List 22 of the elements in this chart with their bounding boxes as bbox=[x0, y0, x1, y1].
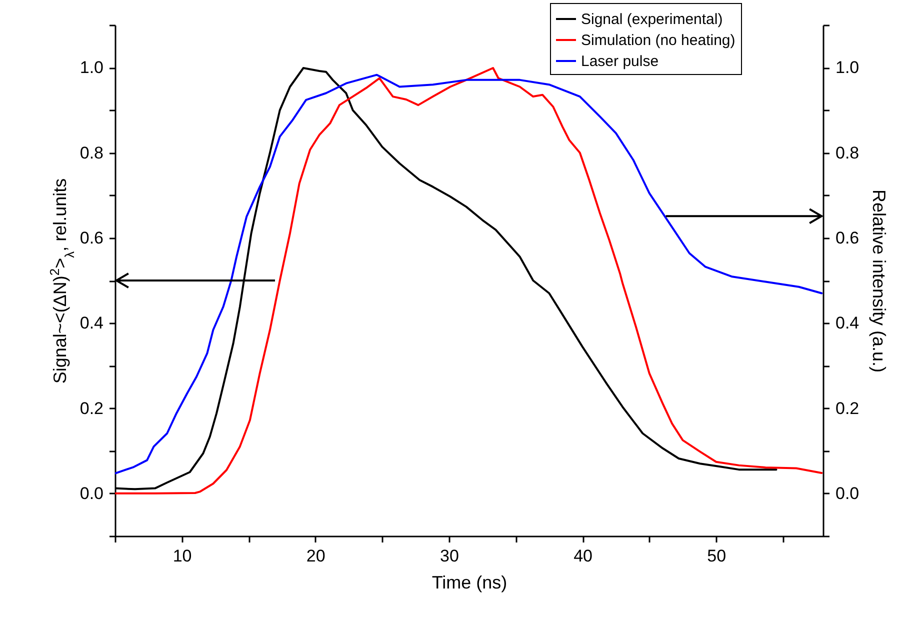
legend-label: Simulation (no heating) bbox=[581, 32, 736, 49]
y-tick-label: 0.6 bbox=[80, 228, 104, 248]
y-tick-label: 1.0 bbox=[80, 58, 104, 78]
legend-label: Signal (experimental) bbox=[581, 11, 723, 28]
y2-tick-label: 0.6 bbox=[836, 228, 860, 248]
x-tick-label: 20 bbox=[306, 546, 326, 566]
y2-axis-title: Relative intensity (a.u.) bbox=[869, 189, 890, 373]
y-tick-label: 0.8 bbox=[80, 143, 104, 162]
x-axis-title: Time (ns) bbox=[432, 572, 508, 592]
y-tick-label: 0.0 bbox=[80, 484, 104, 503]
y2-tick-label: 0.2 bbox=[836, 398, 860, 418]
y2-tick-label: 0.0 bbox=[836, 484, 860, 503]
x-tick-label: 10 bbox=[172, 546, 192, 566]
legend-label: Laser pulse bbox=[581, 53, 659, 70]
y2-tick-label: 0.8 bbox=[836, 143, 860, 162]
x-tick-label: 40 bbox=[574, 546, 593, 566]
y-tick-label: 0.4 bbox=[80, 314, 104, 333]
y2-tick-label: 1.0 bbox=[836, 58, 860, 78]
x-tick-label: 30 bbox=[440, 546, 459, 566]
y-tick-label: 0.2 bbox=[80, 398, 104, 418]
y2-tick-label: 0.4 bbox=[836, 314, 860, 333]
x-tick-label: 50 bbox=[707, 546, 726, 566]
